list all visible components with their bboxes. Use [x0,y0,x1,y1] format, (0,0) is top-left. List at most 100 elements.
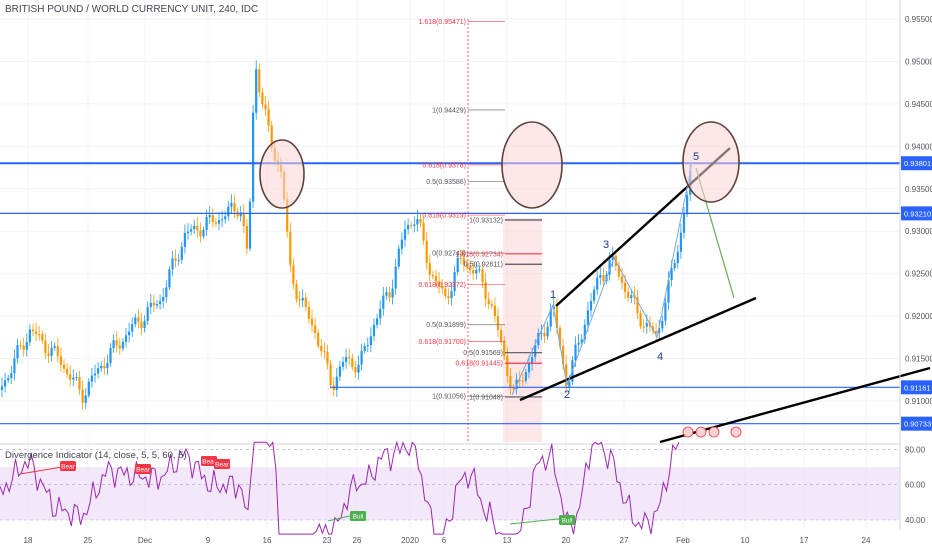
trendline-lower[interactable] [519,296,757,402]
candle-body [456,257,459,273]
x-tick-label: 17 [800,536,809,545]
wave-label: 5 [693,151,699,163]
x-tick-label: 9 [206,536,211,545]
candle-body [53,345,56,348]
candle-body [676,251,679,264]
rsi-tick-label: 60.00 [905,481,926,490]
candle-body [667,280,670,303]
candle-body [434,276,438,282]
candle-body [255,69,258,113]
event-marker-icon [682,426,694,438]
candle-body [630,295,633,299]
highlight-circle-right[interactable] [682,121,740,203]
highlight-circle-middle[interactable] [501,121,563,209]
candle-body [462,257,465,265]
candle-body [44,340,47,354]
candle-body [459,257,462,259]
candle-body [679,232,682,252]
candle-body [180,246,183,260]
candle-body [221,219,224,221]
wave-label: 2 [564,389,570,401]
signal-tag [559,515,575,525]
candle-body [329,363,332,386]
time-axis[interactable]: 18 25 Dec 9 16 23 26 2020 6 13 20 27 Feb 10 17 24 [24,536,871,545]
candle-body [323,351,326,353]
candle-body [25,342,28,350]
y-tick-label: 0.92000 [905,312,932,321]
candle-body [177,259,180,261]
candle-body [199,230,202,237]
candle-body [66,368,69,375]
x-tick-label: 20 [562,536,571,545]
candle-body [506,355,509,376]
candle-body [403,229,407,240]
signal-label: Bear [215,462,230,469]
candle-body [202,229,205,237]
candle-body [611,255,614,261]
candle-body [503,341,506,356]
candle-body [13,358,16,374]
candle-body [558,328,562,347]
candle-body [425,240,428,263]
candle-body [292,265,295,285]
fib-label: 1(0.93132) [469,218,503,225]
signal-label: Bear [136,467,151,474]
candle-body [465,264,469,267]
candle-body [521,380,524,382]
candle-body [664,302,667,321]
candle-body [124,335,128,342]
price-axis[interactable]: 0.95500 0.95000 0.94500 0.94000 0.93500 0.930… [901,15,932,525]
signal-label: Bear [61,464,76,471]
candle-body [602,275,605,282]
candle-body [103,365,106,369]
candle-body [493,305,496,317]
candle-body [617,266,620,277]
candle-body [298,299,301,301]
price-level-tag [901,416,932,431]
candle-body [376,318,379,325]
candle-body [487,299,490,305]
candle-body [627,291,630,299]
rsi-tick-label: 80.00 [905,445,926,454]
candle-body [527,363,531,373]
candle-body [258,69,261,93]
y-tick-label: 0.95500 [905,15,932,24]
fib-label: 1(0.91056) [432,394,466,401]
candle-body [115,340,118,346]
y-tick-label: 0.91000 [905,397,932,406]
candle-body [357,364,360,373]
candle-body [450,291,453,299]
wave-label: 4 [657,351,663,363]
candle-body [239,212,242,217]
x-tick-label: Dec [138,536,152,545]
candle-body [7,378,10,381]
fib-label: 0.618(0.9319) [422,213,466,220]
candle-body [351,358,354,368]
fib-zone-shade [503,218,542,442]
candle-body [301,297,304,301]
candle-body [295,284,298,300]
indicator-title: Divergence Indicator (14, close, 5, 5, 6… [5,450,187,461]
candle-body [682,214,686,233]
signal-tag [135,464,151,474]
candle-body [670,268,673,281]
highlight-circle-left[interactable] [259,139,305,209]
candle-body [636,297,639,313]
candle-body [78,377,81,390]
candle-body [639,312,642,327]
candle-body [599,275,602,278]
rsi-band [0,467,900,520]
candle-body [496,316,500,331]
event-marker-icon [730,426,742,438]
candle-body [93,373,97,376]
candle-body [264,104,267,110]
y-tick-label: 0.94000 [905,142,932,151]
candle-body [81,389,84,403]
wave-labels: 1 2 3 4 5 [550,151,699,401]
candle-body [673,263,676,269]
x-tick-label: 6 [442,536,447,545]
candle-body [56,345,59,357]
candle-body [509,375,512,389]
